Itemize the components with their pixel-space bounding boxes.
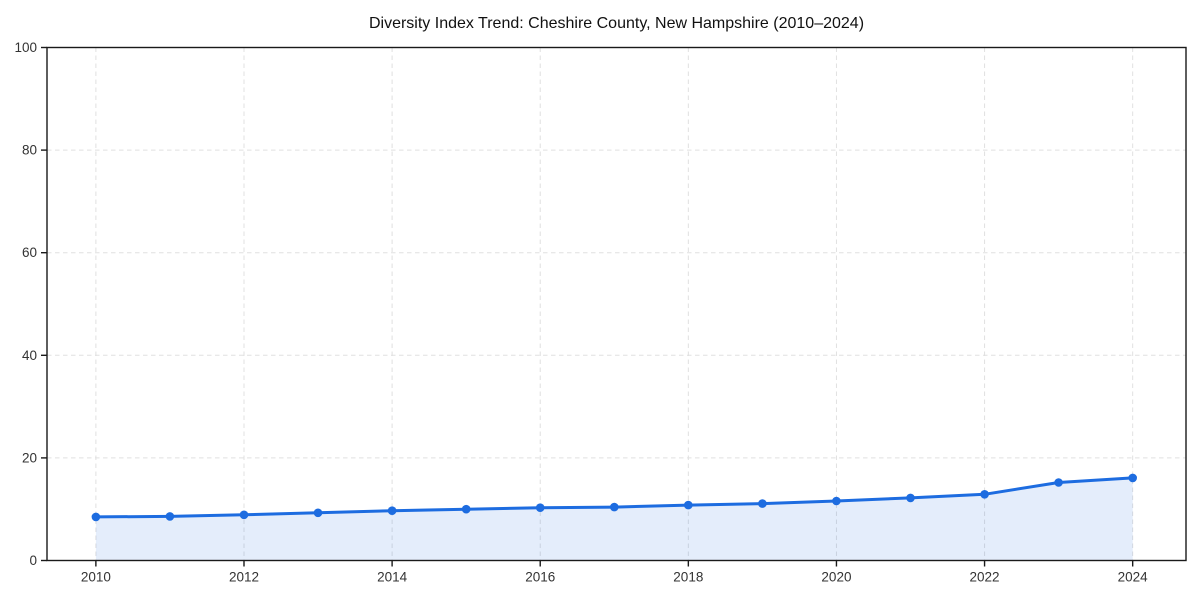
y-tick-label: 100 — [14, 40, 37, 55]
data-point-2019 — [758, 499, 767, 508]
series-area — [95, 477, 1133, 561]
plot-border — [46, 46, 1187, 562]
data-point-2017 — [610, 502, 619, 512]
x-tick-label: 2016 — [525, 570, 555, 585]
data-point-2011 — [165, 512, 175, 521]
data-point-2021 — [906, 493, 915, 503]
x-tick-label: 2014 — [377, 570, 408, 585]
x-tick-label: 2010 — [81, 570, 111, 585]
y-tick-label: 40 — [22, 348, 37, 363]
x-tick-label: 2024 — [1118, 570, 1149, 585]
data-point-2013 — [313, 508, 323, 518]
y-tick-label: 60 — [22, 245, 37, 260]
y-tick-label: 80 — [22, 143, 37, 158]
x-tick-label: 2020 — [821, 570, 851, 585]
data-point-2022 — [980, 490, 989, 499]
data-point-2024 — [1128, 473, 1137, 483]
data-point-2015 — [461, 504, 471, 514]
y-tick-label: 0 — [29, 553, 37, 568]
x-tick-label: 2018 — [673, 570, 703, 585]
data-point-2018 — [684, 500, 693, 510]
data-point-2023 — [1054, 478, 1063, 487]
data-point-2014 — [387, 506, 397, 515]
data-point-2020 — [832, 496, 841, 506]
data-point-2010 — [91, 512, 101, 522]
x-tick-label: 2022 — [970, 570, 1000, 585]
y-tick-label: 20 — [22, 450, 37, 465]
x-tick-label: 2012 — [229, 570, 259, 585]
data-point-2012 — [239, 510, 249, 520]
chart-title: Diversity Index Trend: Cheshire County, … — [369, 15, 864, 32]
data-point-2016 — [535, 503, 545, 512]
